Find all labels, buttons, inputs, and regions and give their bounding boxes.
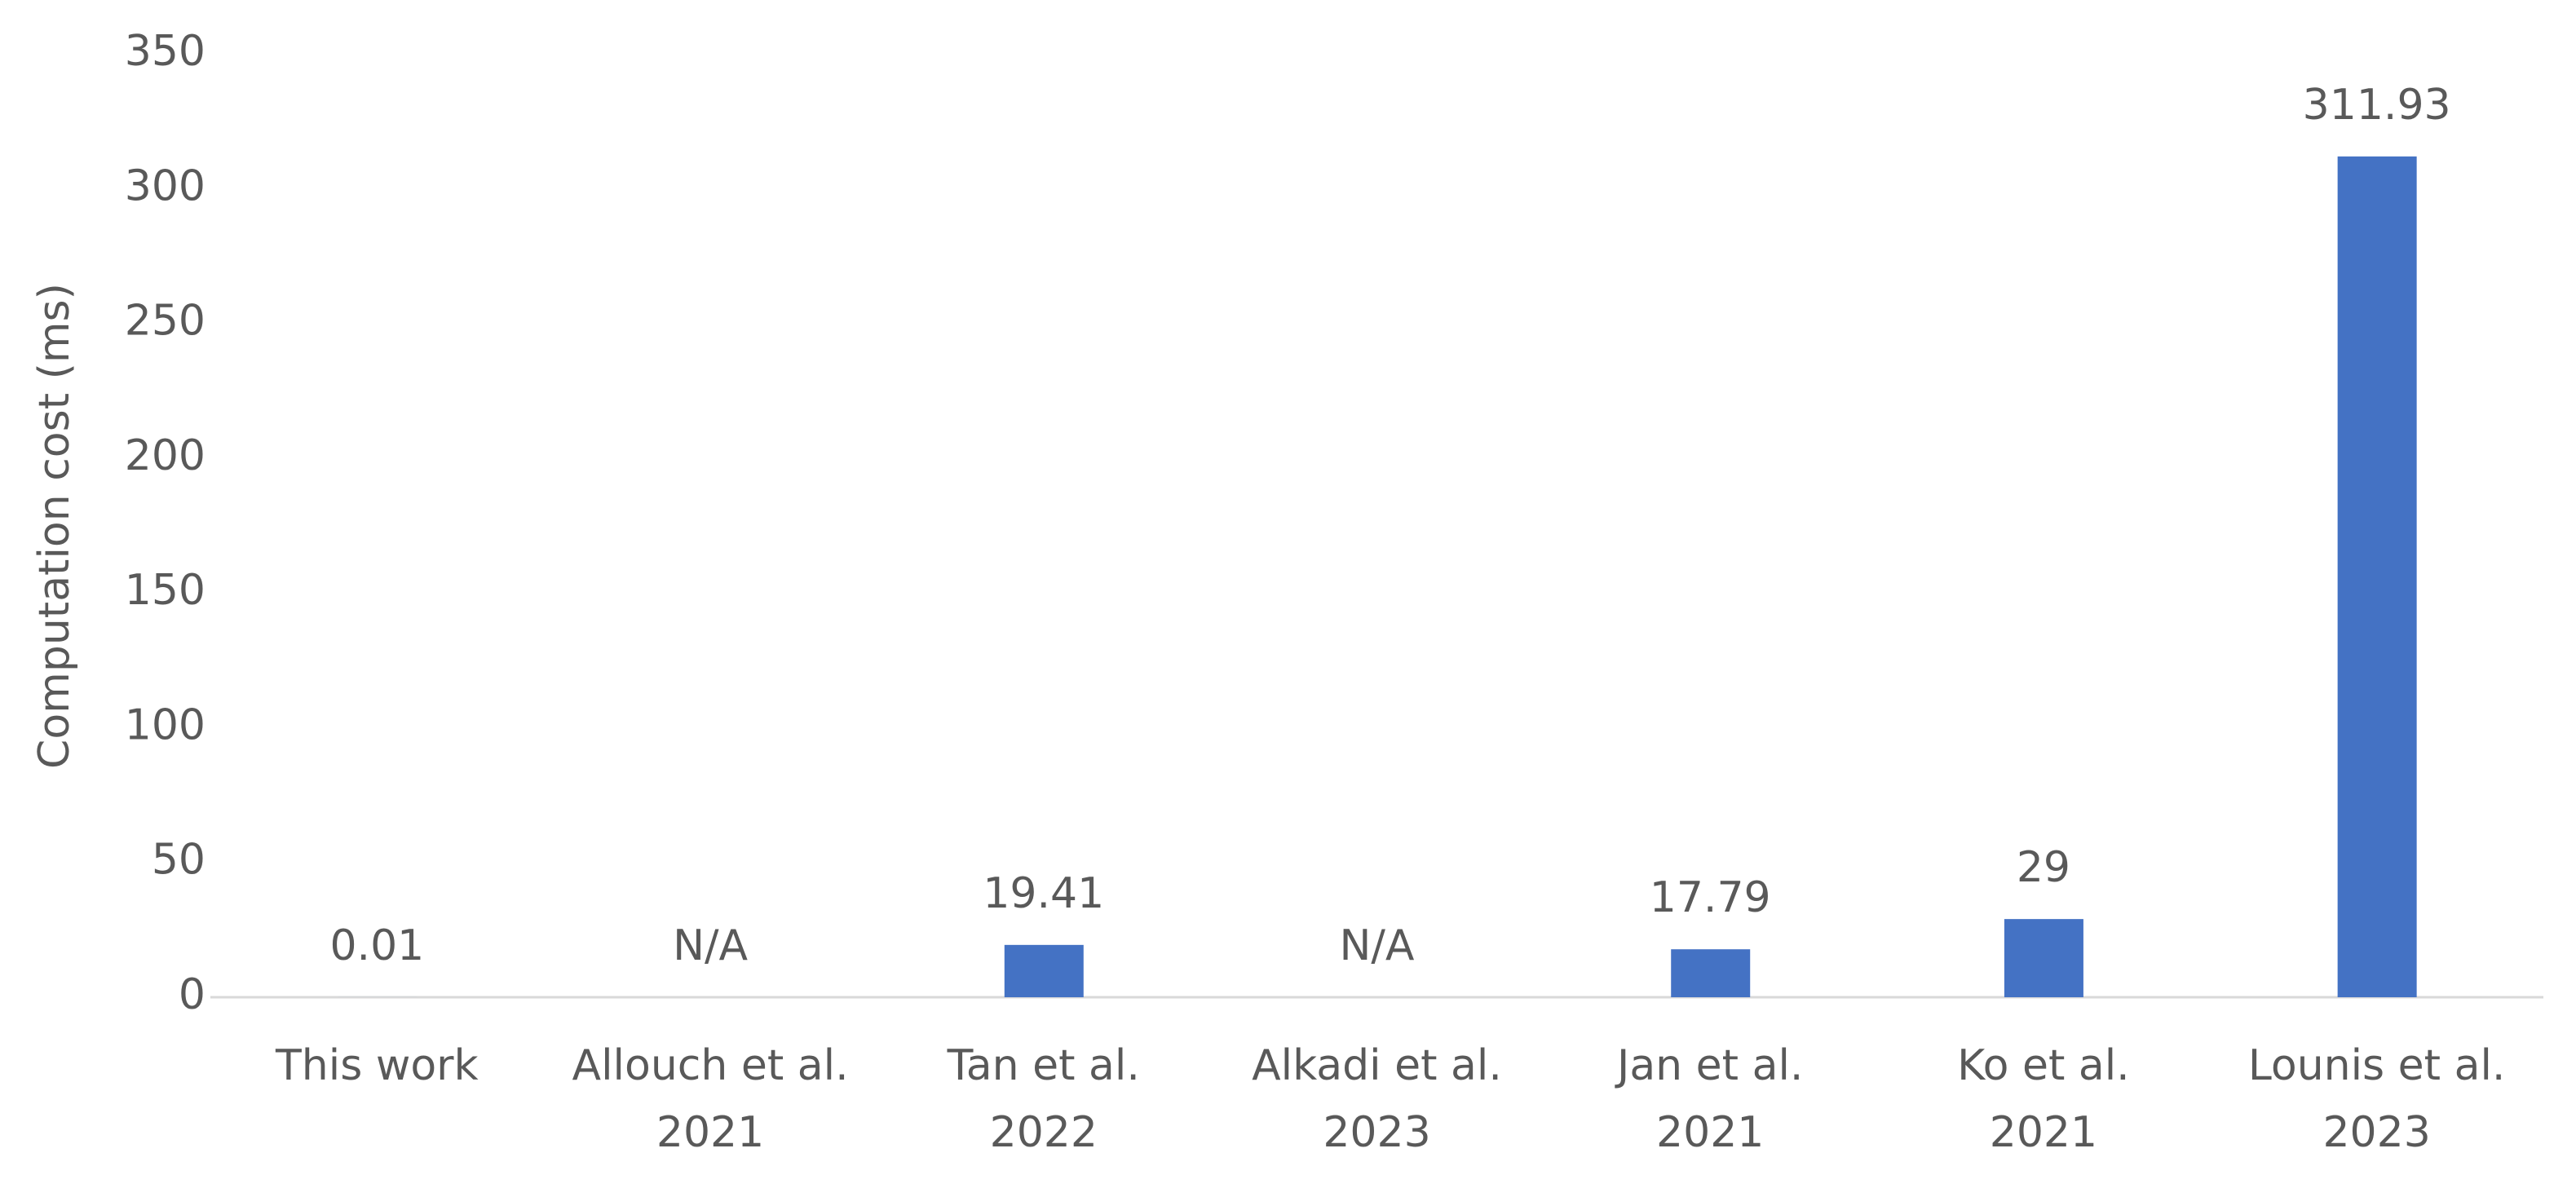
bar: [1004, 944, 1084, 997]
x-tick-label: 2021: [1990, 1108, 2097, 1157]
x-tick-label: 2023: [2322, 1108, 2430, 1157]
value-label: 311.93: [2303, 81, 2451, 130]
bar: [1671, 949, 1751, 997]
y-tick-label: 250: [125, 297, 205, 346]
x-tick-label: 2021: [656, 1108, 764, 1157]
x-tick-label: Tan et al.: [947, 1041, 1140, 1090]
x-tick-label: 2022: [990, 1108, 1098, 1157]
y-tick-label: 150: [125, 566, 205, 615]
y-tick-label: 200: [125, 431, 205, 480]
y-axis-label: Computation cost (ms): [30, 283, 79, 769]
y-tick-label: 50: [152, 836, 205, 885]
y-tick-label: 0: [179, 970, 205, 1019]
x-tick-label: This work: [275, 1041, 479, 1090]
bar: [2004, 919, 2083, 997]
bar: [2337, 156, 2417, 998]
value-label: 17.79: [1650, 873, 1771, 922]
x-tick-label: Jan et al.: [1615, 1041, 1803, 1090]
y-tick-label: 100: [125, 700, 205, 749]
y-tick-label: 350: [125, 27, 205, 76]
value-label: N/A: [1340, 921, 1415, 970]
value-label: 0.01: [329, 921, 424, 970]
x-tick-label: 2023: [1323, 1108, 1430, 1157]
x-tick-label: Alkadi et al.: [1252, 1041, 1502, 1090]
value-label: N/A: [673, 921, 748, 970]
y-tick-label: 300: [125, 161, 205, 210]
x-tick-label: Lounis et al.: [2248, 1041, 2506, 1090]
value-label: 29: [2017, 843, 2070, 892]
x-tick-label: Allouch et al.: [572, 1041, 849, 1090]
value-label: 19.41: [983, 869, 1104, 918]
x-tick-label: Ko et al.: [1957, 1041, 2130, 1090]
x-tick-label: 2021: [1656, 1108, 1764, 1157]
